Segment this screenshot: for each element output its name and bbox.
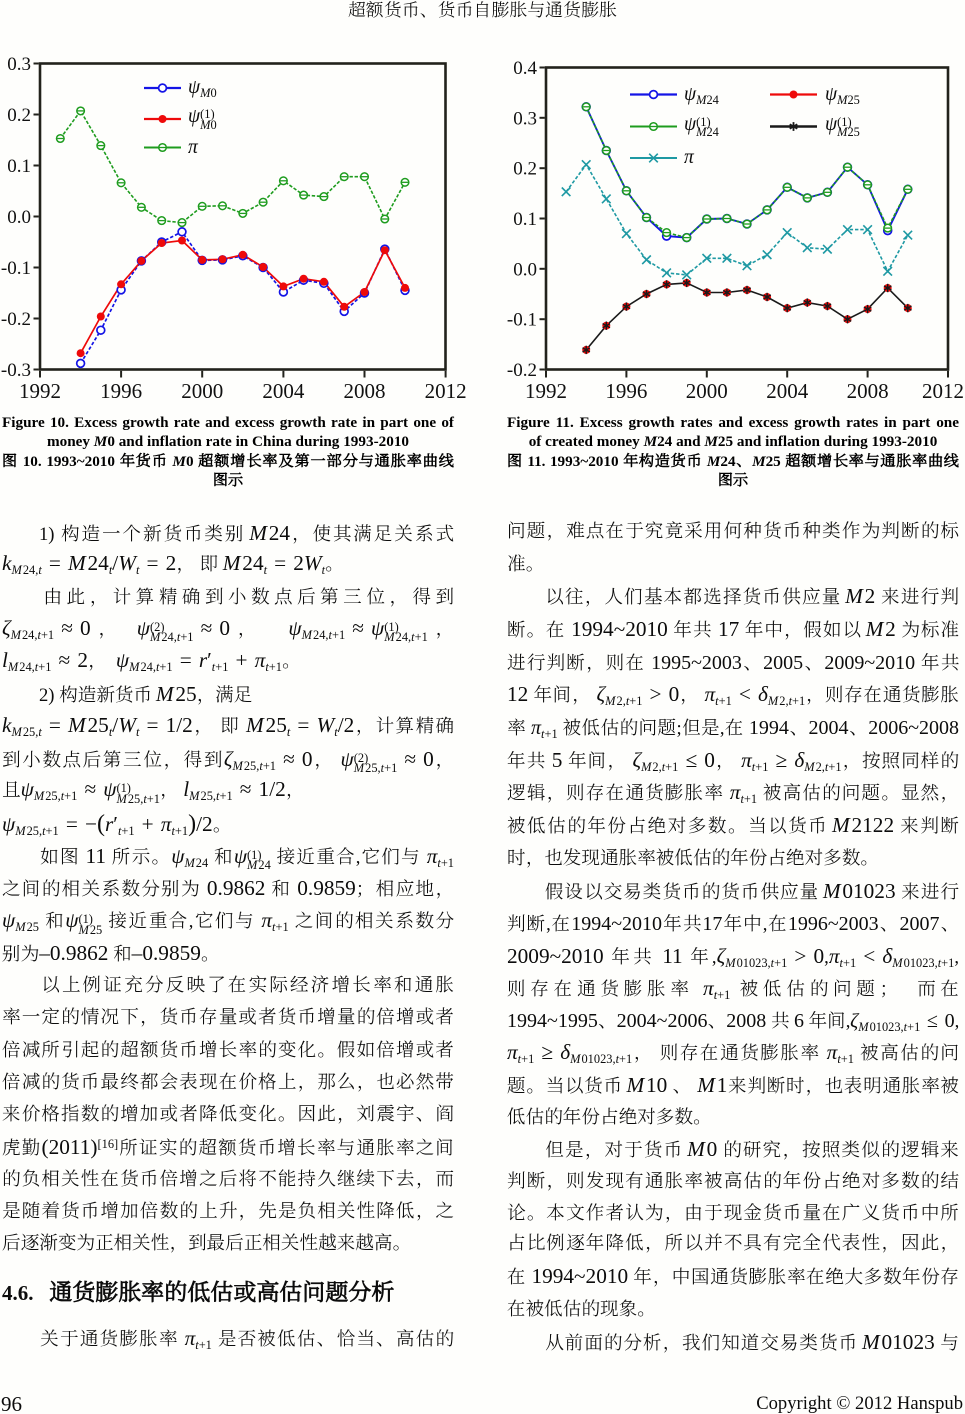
svg-text:2004: 2004 <box>262 379 305 403</box>
svg-text:-0.1: -0.1 <box>1 258 31 279</box>
svg-text:2000: 2000 <box>686 379 728 403</box>
svg-text:2000: 2000 <box>181 379 223 403</box>
svg-text:0.1: 0.1 <box>513 209 537 230</box>
svg-text:2004: 2004 <box>766 379 809 403</box>
svg-text:0.2: 0.2 <box>7 105 31 126</box>
svg-text:0.0: 0.0 <box>513 259 537 280</box>
svg-text:2012: 2012 <box>425 379 467 403</box>
svg-text:0.2: 0.2 <box>513 159 537 180</box>
svg-text:1992: 1992 <box>19 379 61 403</box>
svg-text:2008: 2008 <box>847 379 889 403</box>
svg-text:1996: 1996 <box>605 379 647 403</box>
svg-text:-0.2: -0.2 <box>1 309 31 330</box>
svg-text:2008: 2008 <box>344 379 386 403</box>
svg-text:1992: 1992 <box>525 379 567 403</box>
svg-text:-0.2: -0.2 <box>507 360 537 381</box>
svg-text:0.3: 0.3 <box>7 54 31 75</box>
svg-text:0.4: 0.4 <box>513 58 537 79</box>
svg-text:-0.1: -0.1 <box>507 310 537 331</box>
svg-text:0.3: 0.3 <box>513 108 537 129</box>
svg-text:-0.3: -0.3 <box>1 360 31 381</box>
svg-text:0.0: 0.0 <box>7 207 31 228</box>
svg-text:1996: 1996 <box>100 379 142 403</box>
svg-text:2012: 2012 <box>922 379 964 403</box>
svg-text:0.1: 0.1 <box>7 156 31 177</box>
